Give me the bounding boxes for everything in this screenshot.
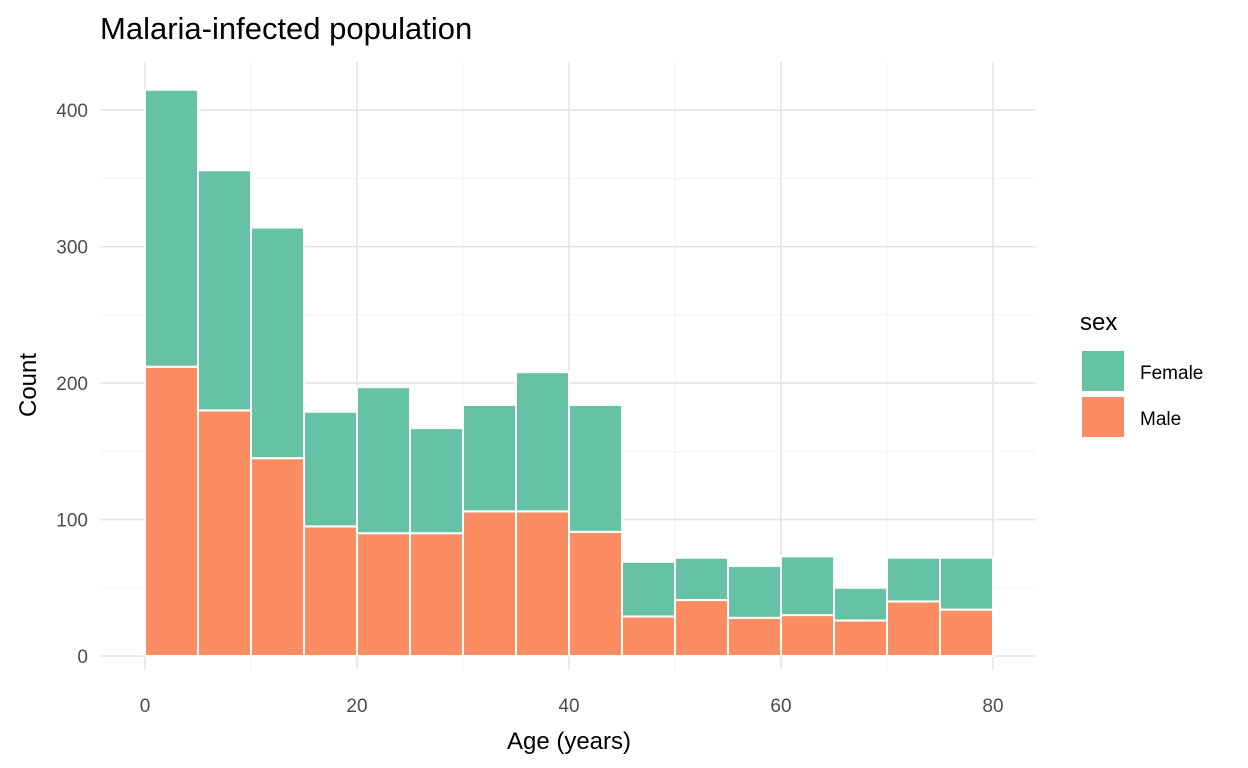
chart-title: Malaria-infected population xyxy=(100,11,472,46)
bar-male xyxy=(780,614,835,658)
y-tick-label: 200 xyxy=(56,374,88,395)
y-tick-label: 100 xyxy=(56,511,88,532)
legend-title: sex xyxy=(1080,309,1117,336)
bar-female xyxy=(621,560,676,618)
bar-male xyxy=(833,619,888,658)
bar-male xyxy=(515,510,570,657)
bar-male xyxy=(144,365,199,657)
legend: sex Female Male xyxy=(1080,309,1203,437)
bar-female xyxy=(886,556,941,603)
bar-male xyxy=(939,608,994,657)
bar-female xyxy=(780,555,835,617)
bar-male xyxy=(621,615,676,658)
bar-male xyxy=(356,532,411,658)
bars xyxy=(144,88,994,658)
x-tick-label: 20 xyxy=(346,696,367,717)
bar-male xyxy=(727,616,782,658)
bar-male xyxy=(674,599,729,657)
x-tick-label: 0 xyxy=(140,696,151,717)
bar-female xyxy=(144,88,199,368)
x-tick-label: 40 xyxy=(558,696,579,717)
legend-label-female: Female xyxy=(1140,363,1203,384)
bar-female xyxy=(833,586,888,622)
y-tick-label: 0 xyxy=(77,647,88,668)
bar-female xyxy=(250,226,305,460)
bar-female xyxy=(674,556,729,602)
bar-male xyxy=(886,600,941,657)
bar-male xyxy=(197,409,252,658)
bar-female xyxy=(568,403,623,533)
y-tick-label: 400 xyxy=(56,101,88,122)
bar-female xyxy=(303,410,358,528)
legend-swatch-female xyxy=(1082,351,1124,391)
x-tick-label: 60 xyxy=(770,696,791,717)
y-axis-title: Count xyxy=(15,353,42,417)
legend-swatch-male xyxy=(1082,397,1124,437)
y-axis-ticks: 0 100 200 300 400 xyxy=(56,101,88,668)
x-tick-label: 80 xyxy=(982,696,1003,717)
bar-female xyxy=(727,564,782,619)
legend-label-male: Male xyxy=(1140,409,1181,430)
bar-male xyxy=(462,510,517,657)
bar-female xyxy=(939,556,994,611)
bar-female xyxy=(515,371,570,513)
x-axis-ticks: 0 20 40 60 80 xyxy=(140,696,1004,717)
bar-female xyxy=(197,169,252,412)
bar-male xyxy=(250,457,305,657)
bar-male xyxy=(568,530,623,658)
bar-female xyxy=(409,427,464,535)
y-tick-label: 300 xyxy=(56,238,88,259)
bar-male xyxy=(303,525,358,657)
legend-entries: Female Male xyxy=(1082,351,1203,437)
bar-female xyxy=(462,403,517,513)
bar-female xyxy=(356,386,411,535)
x-axis-title: Age (years) xyxy=(507,728,631,755)
bar-male xyxy=(409,532,464,658)
